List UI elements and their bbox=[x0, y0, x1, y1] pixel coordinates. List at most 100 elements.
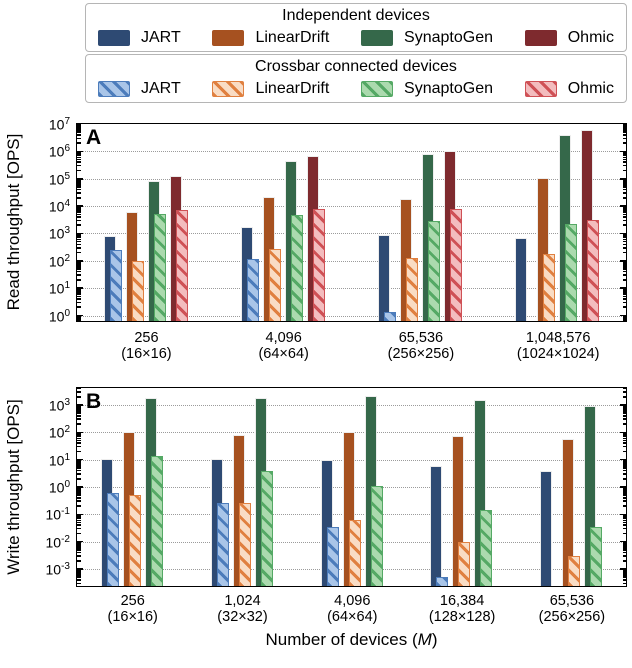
minor-tick bbox=[77, 435, 81, 438]
minor-tick bbox=[622, 206, 626, 209]
legend-label-synaptogen: SynaptoGen bbox=[404, 80, 493, 97]
minor-tick bbox=[77, 233, 81, 236]
minor-tick bbox=[77, 293, 81, 296]
minor-tick bbox=[77, 317, 81, 319]
minor-tick bbox=[622, 442, 626, 444]
minor-tick bbox=[77, 570, 81, 573]
minor-tick bbox=[77, 516, 81, 518]
minor-tick bbox=[622, 569, 626, 572]
x-tick-label-line: (64×64) bbox=[327, 609, 378, 625]
panel-label-a: A bbox=[86, 126, 102, 149]
minor-tick bbox=[622, 279, 626, 281]
major-tick bbox=[77, 205, 83, 207]
minor-tick bbox=[77, 127, 81, 130]
major-tick bbox=[620, 513, 626, 516]
gridline-1e6 bbox=[77, 151, 626, 153]
x-tick-label-1048576: 1,048,576 (1024×1024) bbox=[483, 330, 632, 362]
minor-tick bbox=[77, 437, 81, 440]
bar-jart-crossbar-4096 bbox=[246, 258, 259, 321]
minor-tick bbox=[77, 542, 81, 544]
minor-tick bbox=[622, 582, 626, 585]
x-tick-label-line: 16,384 bbox=[439, 593, 485, 609]
y-tick-exponent: -1 bbox=[61, 506, 70, 518]
bar-lineardrift-crossbar-4096 bbox=[348, 520, 361, 586]
minor-tick bbox=[622, 545, 626, 547]
bar-jart-crossbar-256 bbox=[106, 493, 119, 586]
minor-tick bbox=[77, 532, 81, 535]
bar-jart-independent-65536 bbox=[378, 235, 391, 321]
bar-jart-crossbar-256 bbox=[109, 249, 122, 321]
minor-tick bbox=[77, 192, 81, 194]
minor-tick bbox=[622, 521, 626, 524]
bar-jart-crossbar-4096 bbox=[326, 526, 339, 586]
minor-tick bbox=[77, 219, 81, 222]
minor-tick bbox=[77, 487, 81, 490]
bar-jart-independent-16384 bbox=[430, 465, 443, 586]
jart-hatched-swatch-icon bbox=[98, 81, 130, 97]
minor-tick bbox=[622, 570, 626, 573]
major-tick bbox=[620, 287, 626, 289]
minor-tick bbox=[622, 127, 626, 130]
minor-tick bbox=[77, 274, 81, 276]
minor-tick bbox=[77, 301, 81, 304]
minor-tick bbox=[622, 293, 626, 296]
minor-tick bbox=[77, 298, 81, 300]
legend-entry-jart-hatched: JART bbox=[98, 80, 181, 98]
minor-tick bbox=[77, 488, 81, 491]
legend-title-independent: Independent devices bbox=[282, 7, 430, 24]
minor-tick bbox=[77, 445, 81, 448]
bar-lineardrift-crossbar-256 bbox=[131, 260, 144, 321]
y-tick-base: 10 bbox=[48, 144, 65, 161]
minor-tick bbox=[77, 279, 81, 281]
x-tick-label-4096: 4,096 (64×64) bbox=[277, 593, 427, 625]
legend-label-jart: JART bbox=[141, 80, 181, 97]
minor-tick bbox=[77, 576, 81, 579]
minor-tick bbox=[77, 169, 81, 172]
y-tick-label-1e-3: 10-3 bbox=[8, 559, 70, 578]
y-tick-label-1e4: 104 bbox=[8, 196, 70, 215]
x-tick-label-line: (1024×1024) bbox=[516, 346, 600, 362]
y-tick-label-1e-1: 10-1 bbox=[8, 504, 70, 523]
y-tick-label-1e5: 105 bbox=[8, 169, 70, 188]
minor-tick bbox=[77, 418, 81, 421]
gridline-1e2 bbox=[77, 260, 626, 262]
minor-tick bbox=[77, 213, 81, 216]
minor-tick bbox=[622, 246, 626, 249]
minor-tick bbox=[77, 262, 81, 265]
minor-tick bbox=[622, 243, 626, 246]
minor-tick bbox=[622, 461, 626, 464]
bar-jart-crossbar-1024 bbox=[216, 503, 229, 586]
major-tick bbox=[620, 486, 626, 488]
y-tick-base: 10 bbox=[48, 171, 65, 188]
minor-tick bbox=[622, 262, 626, 265]
minor-tick bbox=[622, 266, 626, 268]
major-tick bbox=[77, 513, 83, 516]
minor-tick bbox=[622, 315, 626, 318]
minor-tick bbox=[77, 517, 81, 520]
minor-tick bbox=[622, 500, 626, 503]
minor-tick bbox=[77, 161, 81, 164]
minor-tick bbox=[622, 251, 626, 254]
bar-jart-crossbar-16384 bbox=[436, 577, 449, 586]
x-tick-label-line: 65,536 bbox=[549, 593, 595, 609]
minor-tick bbox=[77, 514, 81, 517]
x-tick-label-line: (256×256) bbox=[387, 346, 455, 362]
minor-tick bbox=[77, 460, 81, 462]
minor-tick bbox=[77, 290, 81, 292]
minor-tick bbox=[77, 131, 81, 134]
minor-tick bbox=[77, 180, 81, 183]
minor-tick bbox=[77, 291, 81, 294]
major-tick bbox=[620, 540, 626, 543]
bar-synaptogen-crossbar-65536 bbox=[590, 526, 603, 586]
y-tick-exponent: -3 bbox=[61, 561, 70, 573]
minor-tick bbox=[77, 207, 81, 210]
minor-tick bbox=[77, 439, 81, 442]
minor-tick bbox=[622, 238, 626, 241]
x-axis-label-prefix: Number of devices ( bbox=[265, 630, 418, 649]
minor-tick bbox=[622, 549, 626, 551]
minor-tick bbox=[622, 423, 626, 425]
minor-tick bbox=[622, 290, 626, 292]
minor-tick bbox=[622, 134, 626, 136]
bar-lineardrift-crossbar-1048576 bbox=[543, 253, 556, 321]
